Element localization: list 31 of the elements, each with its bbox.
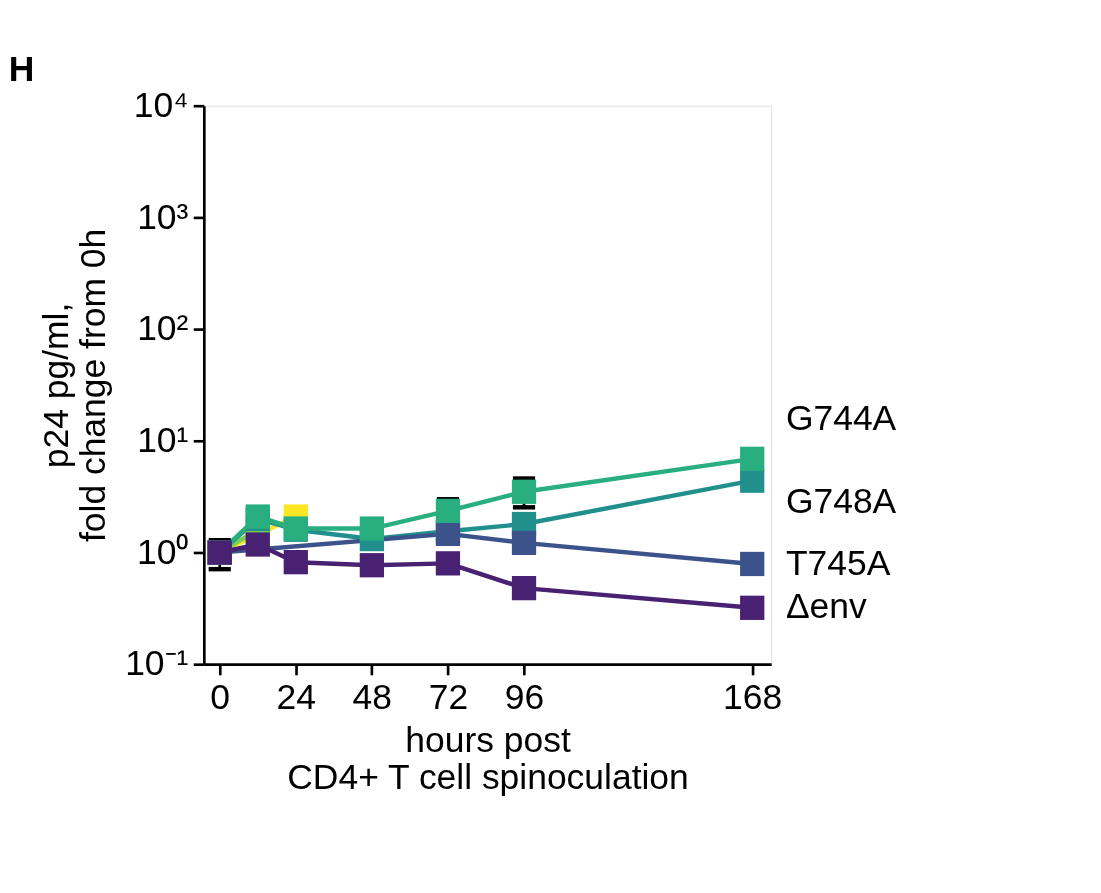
- y-tick-label: 10⁻¹: [125, 643, 189, 684]
- y-tick-label: 10⁰: [136, 531, 189, 572]
- point: [740, 595, 765, 620]
- point: [511, 479, 537, 504]
- series-label: G744A: [785, 397, 897, 438]
- point: [283, 550, 308, 575]
- series-label: Δenv: [785, 586, 867, 627]
- point: [245, 532, 270, 557]
- point: [511, 576, 537, 601]
- x-axis-title: hours post CD4+ T cell spinoculation: [287, 719, 689, 797]
- y-tick-label: 10⁴: [133, 84, 189, 125]
- point: [435, 551, 461, 576]
- point: [740, 446, 765, 471]
- x-tick-label: 96: [504, 677, 545, 717]
- x-tick-label: 168: [723, 677, 783, 717]
- y-tick-label: 10³: [137, 196, 189, 237]
- series-label: G748A: [785, 481, 897, 522]
- point: [359, 553, 385, 578]
- y-tick-label: 10¹: [137, 419, 189, 460]
- point: [511, 530, 537, 556]
- y-axis-title: p24 pg/ml, fold change from 0h: [35, 228, 114, 543]
- x-tick-label: 48: [352, 677, 393, 717]
- x-tick-label: 24: [276, 677, 316, 717]
- series-label: T745A: [785, 542, 891, 583]
- point: [359, 516, 385, 541]
- x-tick-label: 0: [210, 677, 231, 717]
- y-tick-label: 10²: [137, 308, 189, 349]
- point: [740, 551, 765, 577]
- point: [435, 498, 461, 524]
- x-tick-label: 72: [428, 677, 469, 717]
- chart-title: H: [8, 48, 35, 89]
